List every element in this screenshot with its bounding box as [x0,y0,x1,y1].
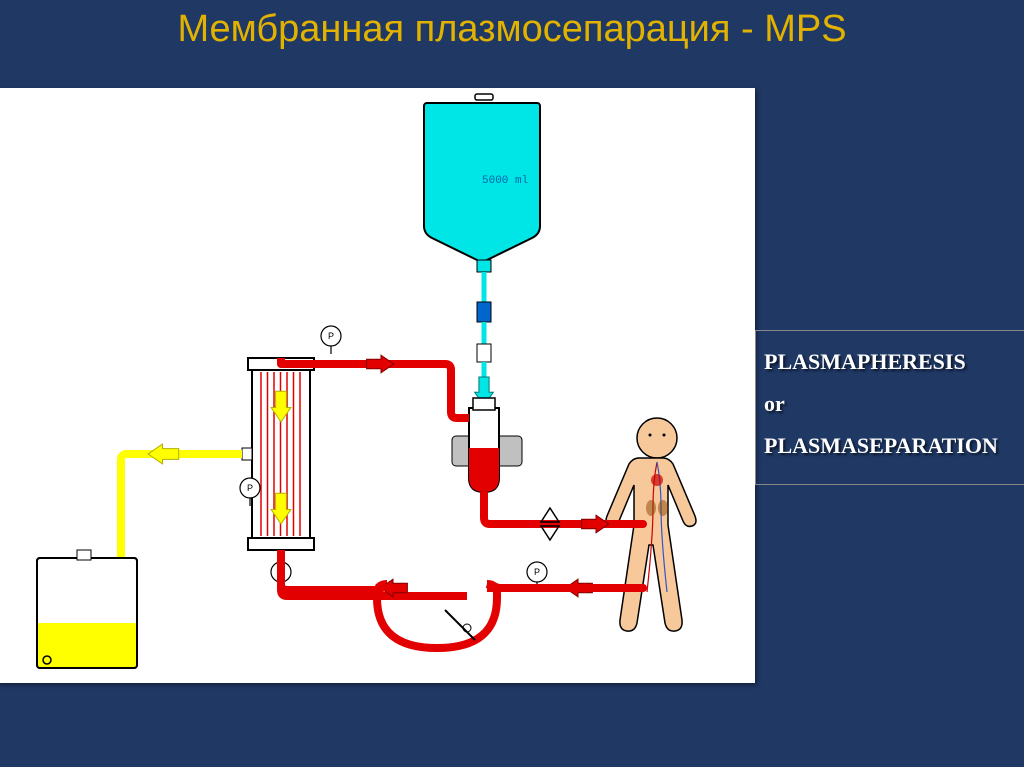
diagram-svg: 5000 mlPPPP [0,88,755,683]
label-line-1: PLASMAPHERESIS [764,341,1016,383]
svg-text:P: P [328,331,334,341]
svg-text:P: P [247,483,253,493]
slide-root: Мембранная плазмосепарация - MPS 5000 ml… [0,0,1024,767]
label-line-3: PLASMASEPARATION [764,425,1016,467]
svg-text:5000 ml: 5000 ml [482,175,528,187]
label-box: PLASMAPHERESIS or PLASMASEPARATION [755,330,1024,485]
svg-text:P: P [534,567,540,577]
slide-title: Мембранная плазмосепарация - MPS [0,8,1024,51]
label-line-2: or [764,383,1016,425]
diagram-container: 5000 mlPPPP [0,88,755,683]
